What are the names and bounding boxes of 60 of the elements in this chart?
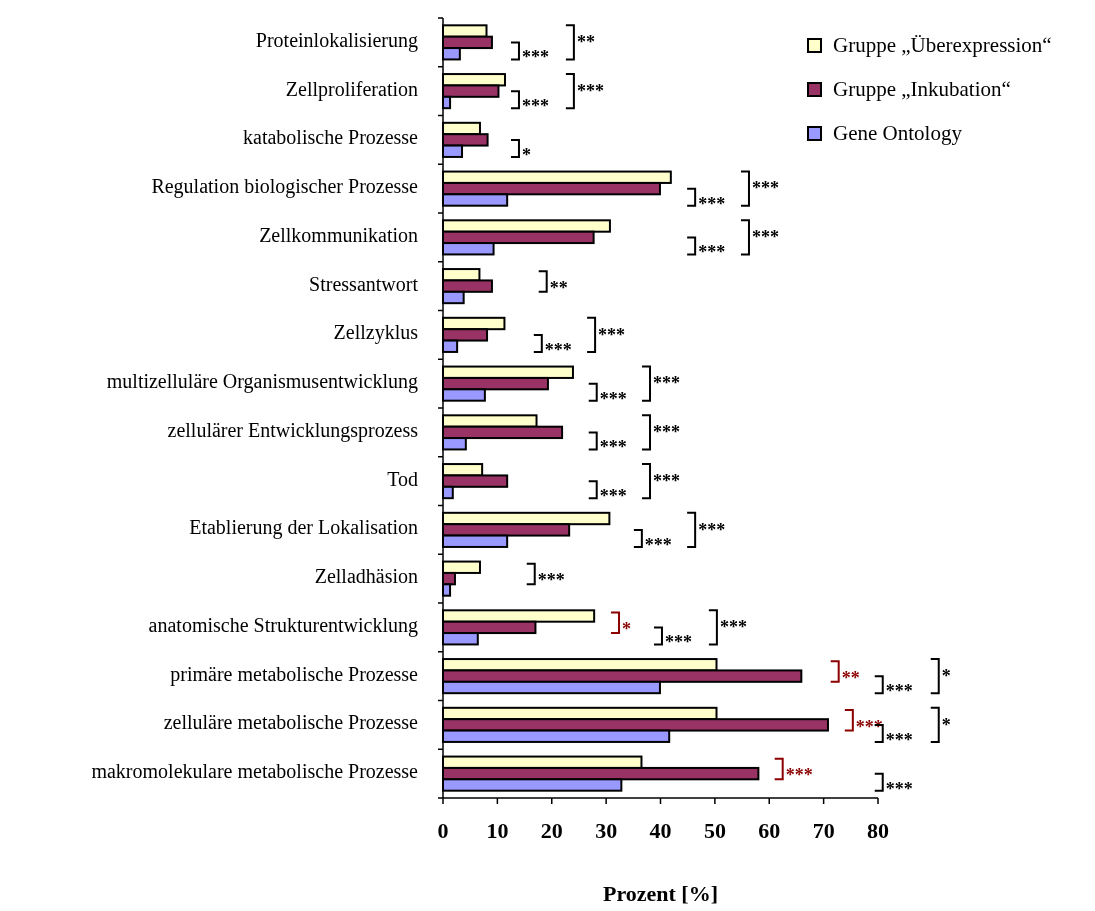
x-tick-label: 20 [540,818,563,843]
legend-label: Gruppe „Überexpression“ [833,33,1052,57]
annotation: *** [599,388,627,409]
annotation: * [622,619,632,640]
annotation: * [521,144,531,165]
y-tick-label: zelluläre metabolische Prozesse [163,711,419,734]
legend-label: Gene Ontology [833,121,963,145]
y-tick-label: Regulation biologischer Prozesse [151,175,419,199]
annotation: *** [576,80,604,101]
text: * [941,714,951,735]
annotation: *** [544,339,572,360]
y-tick-label: Stressantwort [309,272,419,295]
annotation: *** [644,534,672,555]
annotation: *** [599,486,627,507]
y-tick-label: Zellproliferation [285,77,418,101]
x-tick-label: 0 [437,818,449,843]
x-tick-label: 70 [812,818,835,843]
text: *** [885,778,913,799]
y-tick-label: Etablierung der Lokalisation [189,516,418,540]
annotation: ** [549,277,568,298]
annotation: ** [841,667,860,688]
y-tick-label: primäre metabolische Prozesse [170,662,419,686]
text: *** [885,729,913,750]
annotation: *** [653,422,681,443]
x-tick-label: 10 [486,818,509,843]
y-tick-label: Zellzyklus [333,321,419,345]
annotation: *** [521,96,549,117]
annotation: *** [698,519,726,540]
y-tick-label: anatomische Strukturentwicklung [148,613,418,637]
text: * [941,665,951,686]
y-tick-label: Zelladhäsion [314,565,418,588]
legend-label: Gruppe „Inkubation“ [833,77,1011,101]
x-tick-label: 40 [649,818,672,843]
annotation: *** [751,227,779,248]
x-axis-title: Prozent [%] [602,881,719,906]
annotation: *** [521,47,549,68]
annotation: *** [598,324,626,345]
x-tick-label: 30 [595,818,618,843]
annotation: *** [653,373,681,394]
y-tick-label: katabolische Prozesse [243,126,419,149]
annotation: *** [785,765,813,786]
annotation: ** [576,32,595,53]
annotation: *** [751,178,779,199]
annotation: *** [653,470,681,491]
annotation: *** [537,570,565,591]
annotation: *** [698,242,726,263]
annotation: *** [664,632,692,653]
y-tick-label: zellulärer Entwicklungsprozess [167,418,419,442]
y-tick-label: Proteinlokalisierung [255,28,418,52]
y-tick-label: makromolekulare metabolische Prozesse [91,760,419,783]
x-tick-label: 80 [867,818,889,843]
annotation: *** [719,617,747,638]
x-tick-label: 50 [703,818,726,843]
y-tick-label: Tod [387,467,418,490]
y-tick-label: Zellkommunikation [259,223,418,246]
y-tick-label: multizelluläre Organismusentwicklung [106,370,418,394]
annotation: *** [599,437,627,458]
x-tick-label: 60 [758,818,781,843]
text: *** [885,681,913,702]
annotation: *** [698,193,726,214]
